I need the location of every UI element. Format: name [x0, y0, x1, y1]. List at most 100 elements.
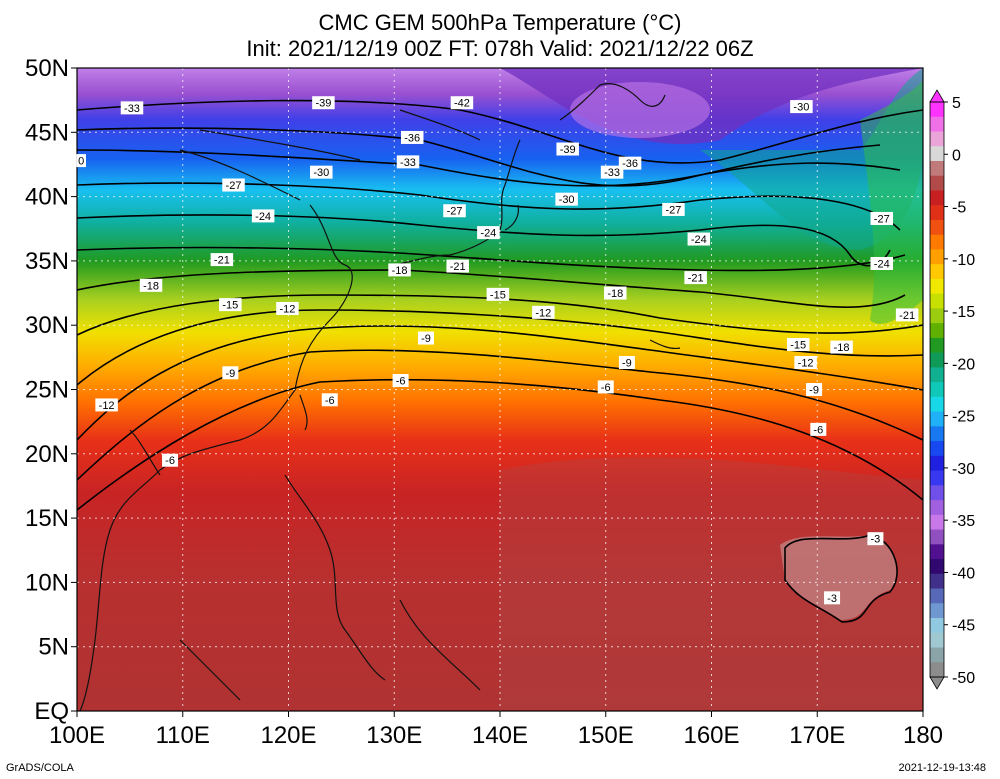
lat-tick-label: EQ: [34, 698, 69, 725]
colorbar-swatch: [930, 131, 944, 147]
colorbar-label: 5: [952, 95, 961, 112]
contour-label: -12: [535, 307, 551, 319]
colorbar-swatch: [930, 160, 944, 177]
contour-label-bg: [867, 532, 884, 546]
lat-tick-label: 50N: [25, 55, 69, 82]
colorbar-swatch: [930, 514, 944, 531]
lat-tick-label: 10N: [25, 569, 69, 596]
contour-label-bg: [597, 380, 614, 394]
contour-label: -21: [899, 310, 915, 322]
colorbar-swatch: [930, 500, 944, 516]
contour-label-bg: [95, 398, 118, 412]
contour-label-bg: [870, 256, 894, 270]
lon-tick-label: 180: [903, 722, 943, 749]
colorbar-swatch: [930, 455, 944, 472]
lon-tick-label: 160E: [683, 722, 739, 749]
contour-label: -15: [790, 339, 806, 351]
contour-label-bg: [400, 130, 424, 144]
contour-label-bg: [555, 192, 578, 206]
contour-label-bg: [443, 204, 466, 218]
contour-label-bg: [830, 340, 853, 354]
contour-label-bg: [870, 211, 894, 225]
map-title: CMC GEM 500hPa Temperature (°C): [318, 10, 682, 35]
lat-tick-label: 20N: [25, 441, 69, 468]
contour-label: -24: [874, 258, 890, 270]
map-subtitle: Init: 2021/12/19 00Z FT: 078h Valid: 202…: [246, 36, 754, 61]
contour-label-bg: [790, 100, 813, 114]
contour-label: -21: [214, 255, 230, 267]
colorbar-swatch: [930, 396, 944, 413]
contour-label: -12: [798, 357, 814, 369]
contour-label: -6: [813, 424, 823, 436]
contour-label-bg: [388, 263, 411, 277]
contour-label: -12: [99, 400, 115, 412]
contour-label-bg: [477, 226, 500, 240]
contour-label: -21: [688, 273, 704, 285]
colorbar-label: -25: [952, 409, 975, 426]
contour-label: -24: [255, 211, 271, 223]
contour-label-bg: [786, 337, 810, 351]
contour-label-bg: [139, 278, 163, 292]
contour-label: -15: [222, 300, 238, 312]
colorbar-label: -5: [952, 200, 966, 217]
colorbar-swatch: [930, 249, 944, 265]
colorbar-swatch: [930, 308, 944, 324]
colorbar-swatch: [930, 367, 944, 383]
contour-label: -9: [421, 333, 431, 345]
colorbar-swatch: [930, 337, 944, 354]
colorbar-swatch: [930, 190, 944, 206]
lon-tick-label: 140E: [472, 722, 528, 749]
contour-label: -39: [560, 144, 576, 156]
contour-label: -30: [313, 167, 329, 179]
contour-label: -36: [404, 132, 420, 144]
colorbar-swatch: [930, 382, 944, 398]
colorbar-swatch: [930, 647, 944, 663]
lat-tick-label: 25N: [25, 377, 69, 404]
color-legend: 5 0 -5 -10 -15 -20 -25 -30 -35 -40 -45 -50: [929, 89, 975, 690]
contour-label-bg: [556, 142, 579, 156]
contour-label: -33: [124, 103, 140, 115]
contour-label-bg: [486, 287, 510, 301]
contour-label-bg: [76, 154, 86, 168]
colorbar-label: -30: [952, 461, 975, 478]
contour-label: -15: [490, 289, 506, 301]
isotherm-lines: [77, 99, 923, 623]
colorbar-label: -10: [952, 252, 975, 269]
contour-label: -27: [226, 180, 242, 192]
contour-label: -33: [400, 157, 416, 169]
colorbar-swatch: [930, 573, 944, 590]
contour-label-bg: [396, 155, 420, 169]
contour-label: -6: [165, 455, 175, 467]
ridge-feature: [700, 68, 923, 250]
contour-label-bg: [806, 383, 823, 396]
contour-label: -18: [607, 288, 623, 300]
colorbar-swatch: [930, 426, 944, 442]
contour-label: -9: [809, 385, 819, 397]
contour-label: -6: [396, 375, 406, 387]
cold-core-trough: [130, 68, 923, 144]
lat-tick-label: 45N: [25, 119, 69, 146]
contour-label-bg: [450, 96, 474, 110]
contour-label-bg: [446, 259, 469, 273]
lat-tick-label: 15N: [25, 505, 69, 532]
contour-label: -30: [559, 194, 575, 206]
contour-label-bg: [810, 422, 827, 436]
colorbar-swatch: [930, 441, 944, 457]
colorbar-swatch: [930, 485, 944, 501]
colorbar-label: 0: [952, 147, 961, 164]
warm-pocket: [780, 535, 898, 620]
colorbar-swatch: [930, 603, 944, 619]
lon-tick-label: 170E: [789, 722, 845, 749]
lon-tick-label: 150E: [578, 722, 634, 749]
lon-tick-label: 110E: [156, 722, 210, 749]
contour-label-bg: [219, 298, 242, 312]
lat-tick-label: 35N: [25, 248, 69, 275]
contour-label: -3: [827, 593, 837, 605]
colorbar-swatch: [930, 618, 944, 634]
contour-label-bg: [895, 308, 919, 322]
colorbar-swatch: [930, 544, 944, 560]
colorbar-label: -20: [952, 356, 975, 373]
colorbar-swatch: [930, 264, 944, 280]
lon-tick-label: 120E: [260, 722, 316, 749]
contour-label: -36: [622, 158, 638, 170]
